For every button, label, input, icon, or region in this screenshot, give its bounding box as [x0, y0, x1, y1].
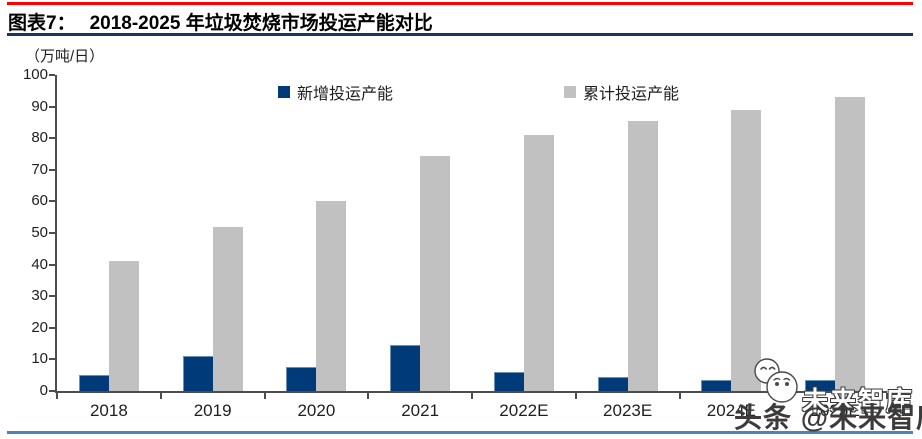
bar-cumulative-capacity-2022E — [523, 135, 554, 391]
legend-label-cumulative-capacity: 累计投运产能 — [583, 86, 680, 103]
title-underline-rule — [7, 33, 913, 36]
x-axis-tick — [574, 393, 577, 399]
y-axis-tick — [49, 295, 55, 298]
y-tick-label-20: 20 — [31, 318, 48, 336]
bar-new-capacity-2023E — [597, 376, 628, 391]
x-label-2019: 2019 — [193, 401, 232, 420]
x-axis-tick — [886, 393, 888, 399]
top-red-rule — [7, 2, 913, 5]
bar-cumulative-capacity-2024E — [731, 109, 762, 391]
x-axis-tick — [678, 393, 681, 399]
y-axis-tick — [49, 358, 55, 361]
x-label-2024E: 2024E — [706, 401, 756, 420]
y-axis-tick — [49, 137, 55, 140]
bottom-blue-rule — [7, 431, 913, 434]
legend-label-new-capacity: 新增投运产能 — [297, 86, 394, 103]
legend-swatch-new-capacity — [278, 86, 290, 98]
x-label-2025E: 2025E — [810, 401, 860, 420]
x-axis-line — [55, 391, 887, 393]
x-axis-tick — [471, 393, 473, 399]
x-label-2020: 2020 — [297, 401, 336, 420]
x-axis-tick — [263, 393, 266, 399]
y-axis-line — [55, 75, 57, 393]
y-tick-label-80: 80 — [31, 129, 48, 147]
y-axis-tick — [49, 74, 55, 76]
y-tick-label-0: 0 — [39, 382, 48, 399]
bar-new-capacity-2020 — [286, 367, 317, 391]
bar-new-capacity-2024E — [701, 379, 732, 391]
y-tick-label-100: 100 — [22, 66, 48, 83]
y-axis-tick — [49, 168, 55, 171]
y-axis-tick — [49, 105, 55, 108]
figure-number-label: 图表7： — [8, 13, 76, 34]
bar-new-capacity-2025E — [805, 379, 836, 391]
y-tick-label-90: 90 — [31, 97, 48, 115]
plot-area: 2018 2019 2020 2021 2022E 2023E 2024E 2025E — [49, 74, 888, 420]
bar-cumulative-capacity-2023E — [627, 120, 658, 391]
y-tick-label-40: 40 — [31, 255, 48, 273]
y-axis-tick — [49, 390, 55, 392]
bar-new-capacity-2021 — [390, 345, 421, 391]
y-tick-label-10: 10 — [31, 350, 48, 368]
legend-item-new-capacity: 新增投运产能 — [278, 80, 393, 104]
bar-new-capacity-2018 — [78, 375, 109, 391]
bar-cumulative-capacity-2025E — [835, 97, 866, 391]
y-tick-label-30: 30 — [31, 287, 48, 305]
bar-cumulative-capacity-2018 — [108, 261, 139, 391]
y-axis-tick — [49, 263, 55, 266]
y-tick-label-60: 60 — [31, 192, 48, 210]
y-axis-unit-label: （万吨/日） — [25, 48, 105, 65]
legend-item-cumulative-capacity: 累计投运产能 — [564, 80, 679, 104]
y-axis: 0 10 20 30 40 50 60 70 80 90 100 — [0, 66, 48, 399]
bar-cumulative-capacity-2021 — [420, 155, 451, 391]
x-axis-tick — [367, 393, 370, 399]
bar-new-capacity-2022E — [493, 372, 524, 391]
y-axis-tick — [49, 326, 55, 329]
x-label-2022E: 2022E — [499, 401, 549, 420]
bar-new-capacity-2019 — [182, 356, 213, 391]
x-axis-tick — [56, 393, 58, 399]
x-axis-tick — [782, 393, 785, 399]
y-axis-tick — [49, 200, 55, 203]
x-label-2021: 2021 — [401, 401, 440, 420]
y-tick-label-70: 70 — [31, 160, 48, 178]
x-label-2023E: 2023E — [603, 401, 653, 420]
x-label-2018: 2018 — [89, 401, 128, 420]
bar-cumulative-capacity-2020 — [316, 201, 347, 391]
y-axis-tick — [49, 232, 55, 234]
legend-swatch-cumulative-capacity — [564, 86, 576, 98]
figure-title-row: 图表7： 2018-2025 年垃圾焚烧市场投运产能对比 — [8, 8, 433, 35]
bar-cumulative-capacity-2019 — [212, 226, 243, 391]
y-tick-label-50: 50 — [31, 224, 48, 241]
figure-title: 2018-2025 年垃圾焚烧市场投运产能对比 — [89, 13, 433, 34]
x-axis-tick — [159, 393, 162, 399]
